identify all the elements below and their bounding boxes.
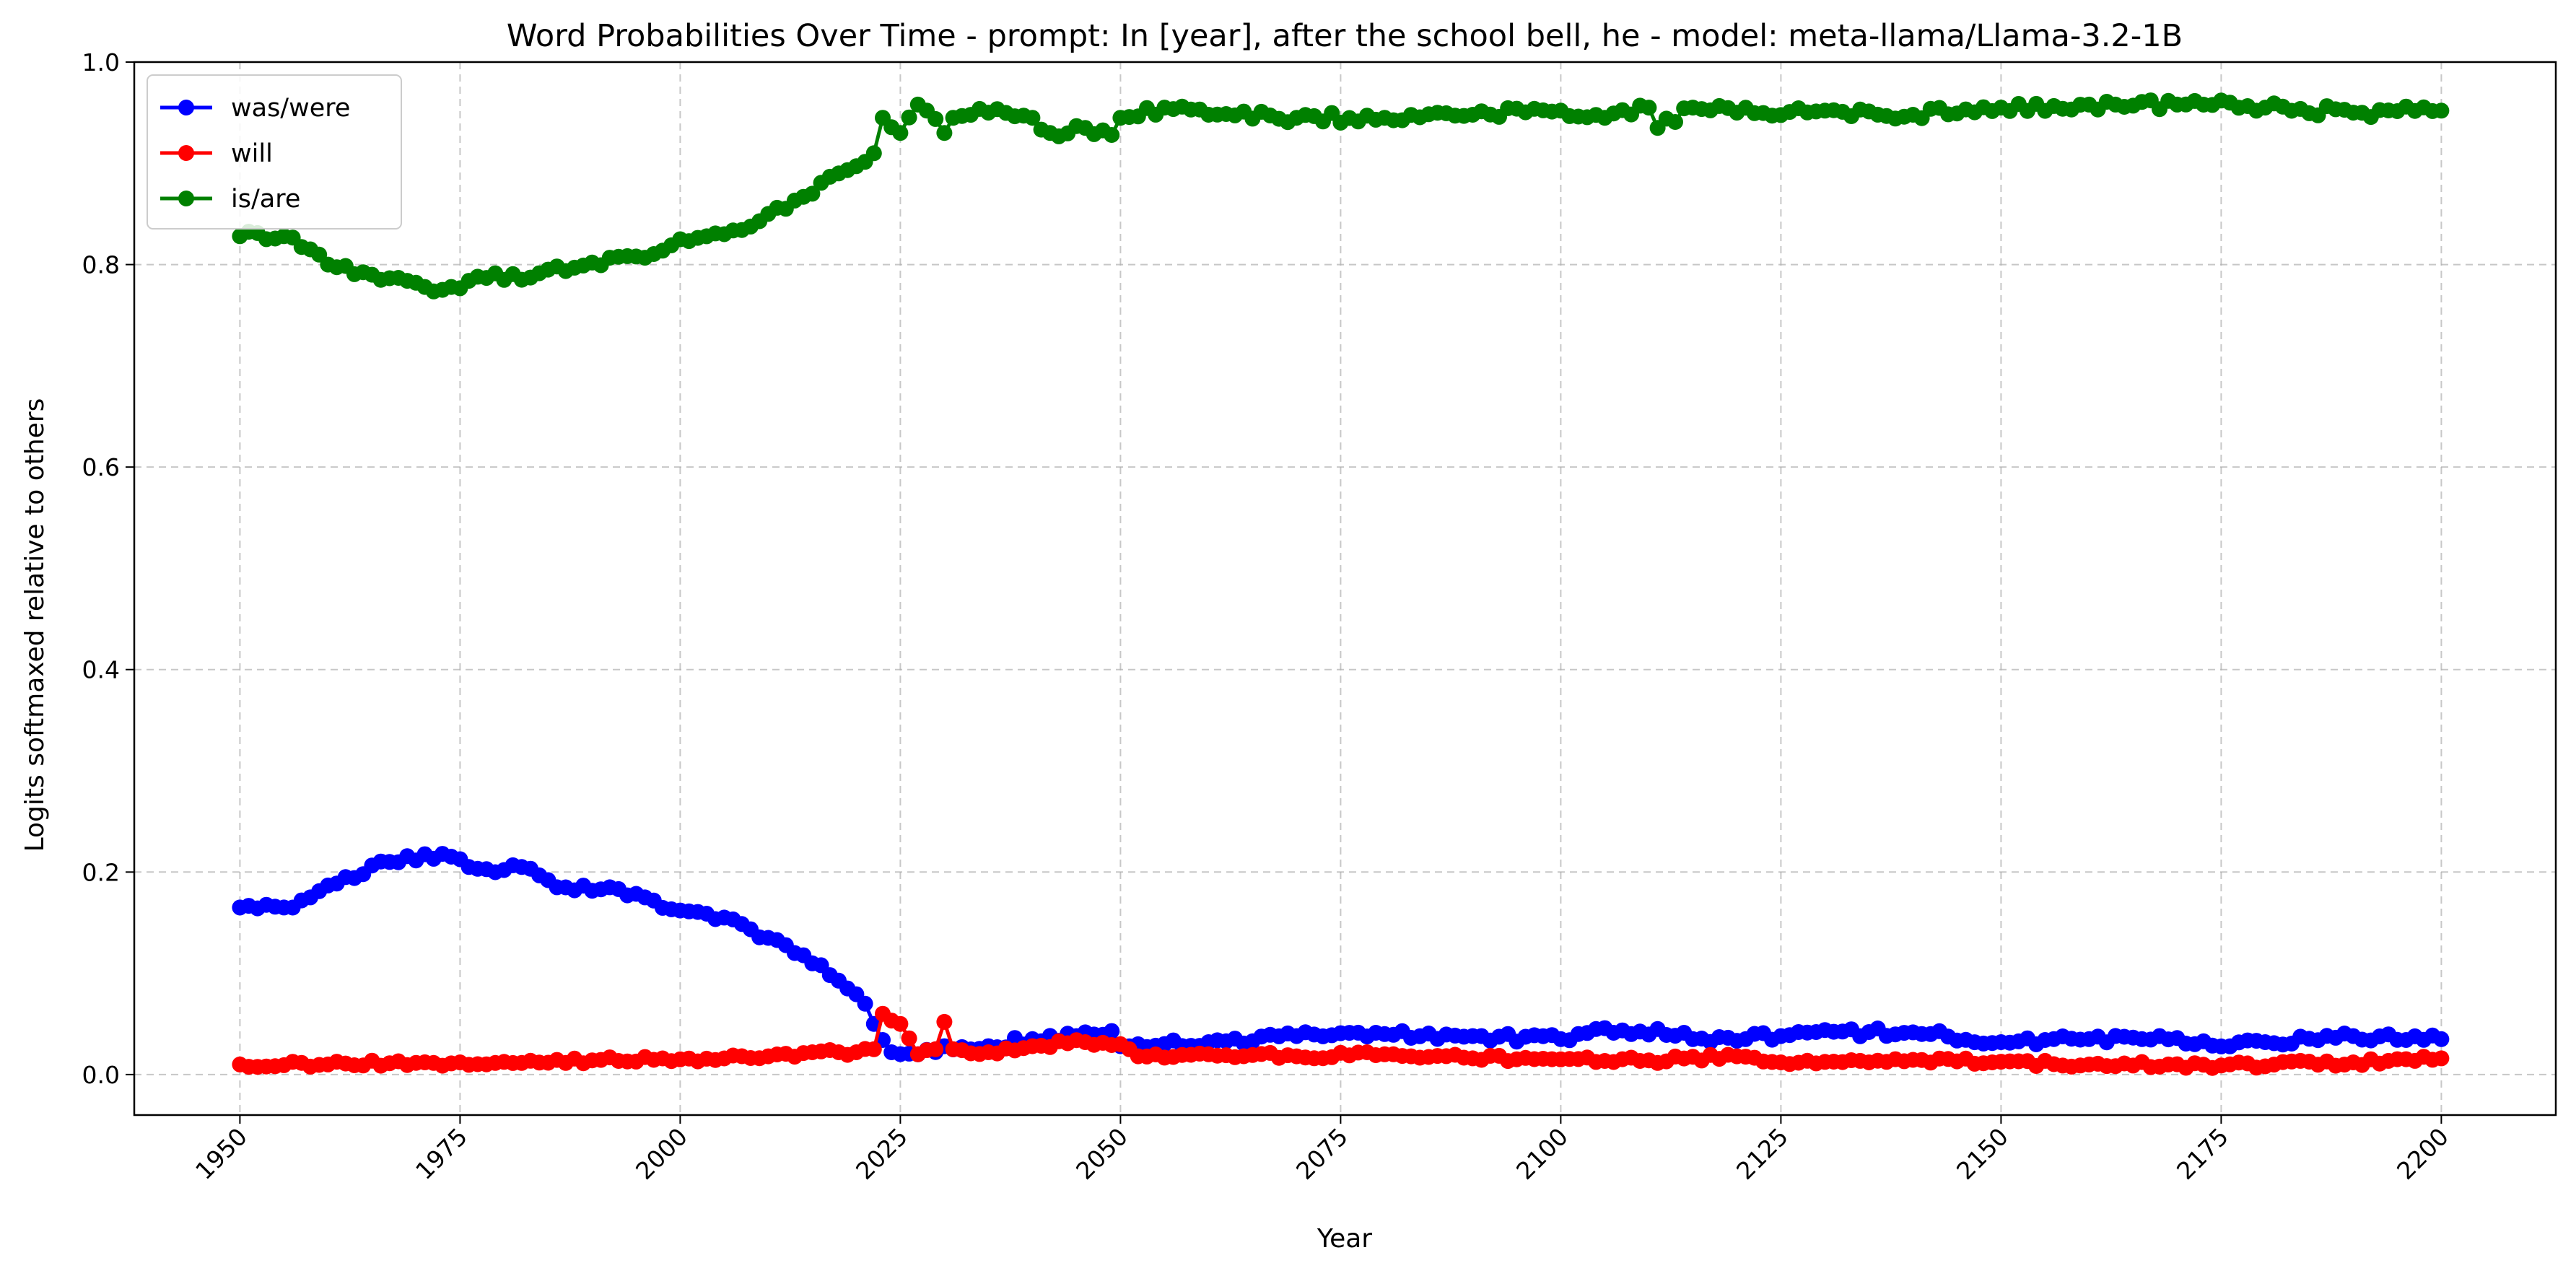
- x-tick-label: 2150: [1951, 1122, 2014, 1185]
- x-tick-label: 2075: [1291, 1122, 1353, 1185]
- data-point: [901, 1030, 917, 1046]
- data-point: [927, 110, 944, 127]
- legend-item: was/were: [160, 94, 350, 123]
- x-tick-label: 2050: [1070, 1122, 1133, 1185]
- data-point: [865, 1041, 882, 1057]
- plot-frame: [133, 61, 2557, 1116]
- legend-item: will: [160, 139, 273, 168]
- x-tick-label: 2100: [1511, 1122, 1573, 1185]
- data-point: [2433, 1031, 2450, 1047]
- x-tick-label: 2125: [1731, 1122, 1794, 1185]
- x-tick-label: 2025: [850, 1122, 913, 1185]
- y-tick-label: 1.0: [82, 48, 120, 77]
- y-tick-label: 0.0: [82, 1061, 120, 1089]
- data-point: [2433, 1050, 2450, 1067]
- data-point: [857, 995, 873, 1012]
- legend-swatch-marker: [178, 100, 194, 115]
- x-axis: 1950 1975 2000 2025 2050 2075 2100 2125 2150 2175…: [190, 1115, 2454, 1185]
- y-tick-label: 0.2: [82, 858, 120, 886]
- y-axis-label: Logits softmaxed relative to others: [20, 398, 50, 852]
- data-point: [1641, 100, 1657, 116]
- data-point: [892, 125, 909, 141]
- y-tick-label: 0.6: [82, 453, 120, 481]
- y-tick-label: 0.4: [82, 656, 120, 684]
- grid: [134, 61, 2556, 1115]
- legend-box: [147, 74, 402, 230]
- legend-item: is/are: [160, 185, 300, 214]
- data-point: [901, 109, 917, 126]
- x-tick-label: 2200: [2391, 1122, 2454, 1185]
- series-layer: [232, 92, 2450, 1076]
- x-tick-label: 2000: [630, 1122, 693, 1185]
- data-point: [936, 125, 953, 141]
- legend: was/were will is/are: [147, 74, 402, 230]
- data-point: [1104, 127, 1120, 143]
- x-tick-label: 1975: [410, 1122, 473, 1185]
- data-point: [927, 1041, 944, 1057]
- data-point: [804, 185, 821, 202]
- series-is-are: [232, 92, 2450, 300]
- data-point: [1024, 110, 1041, 126]
- x-axis-label: Year: [1317, 1224, 1372, 1254]
- legend-label: will: [231, 139, 273, 168]
- data-point: [865, 145, 882, 162]
- legend-label: was/were: [231, 94, 350, 123]
- y-axis: 0.0 0.2 0.4 0.6 0.8 1.0: [82, 48, 134, 1089]
- legend-swatch-marker: [178, 191, 194, 206]
- data-point: [892, 1015, 909, 1032]
- legend-swatch-marker: [178, 145, 194, 161]
- data-point: [2433, 102, 2450, 119]
- data-point: [1667, 114, 1683, 130]
- x-tick-label: 1950: [190, 1122, 253, 1185]
- chart-title: Word Probabilities Over Time - prompt: I…: [507, 18, 2183, 54]
- legend-label: is/are: [231, 185, 300, 214]
- data-point: [1104, 1023, 1120, 1039]
- x-tick-label: 2175: [2171, 1122, 2234, 1185]
- y-tick-label: 0.8: [82, 251, 120, 279]
- data-point: [936, 1013, 953, 1030]
- series-will: [232, 1005, 2450, 1076]
